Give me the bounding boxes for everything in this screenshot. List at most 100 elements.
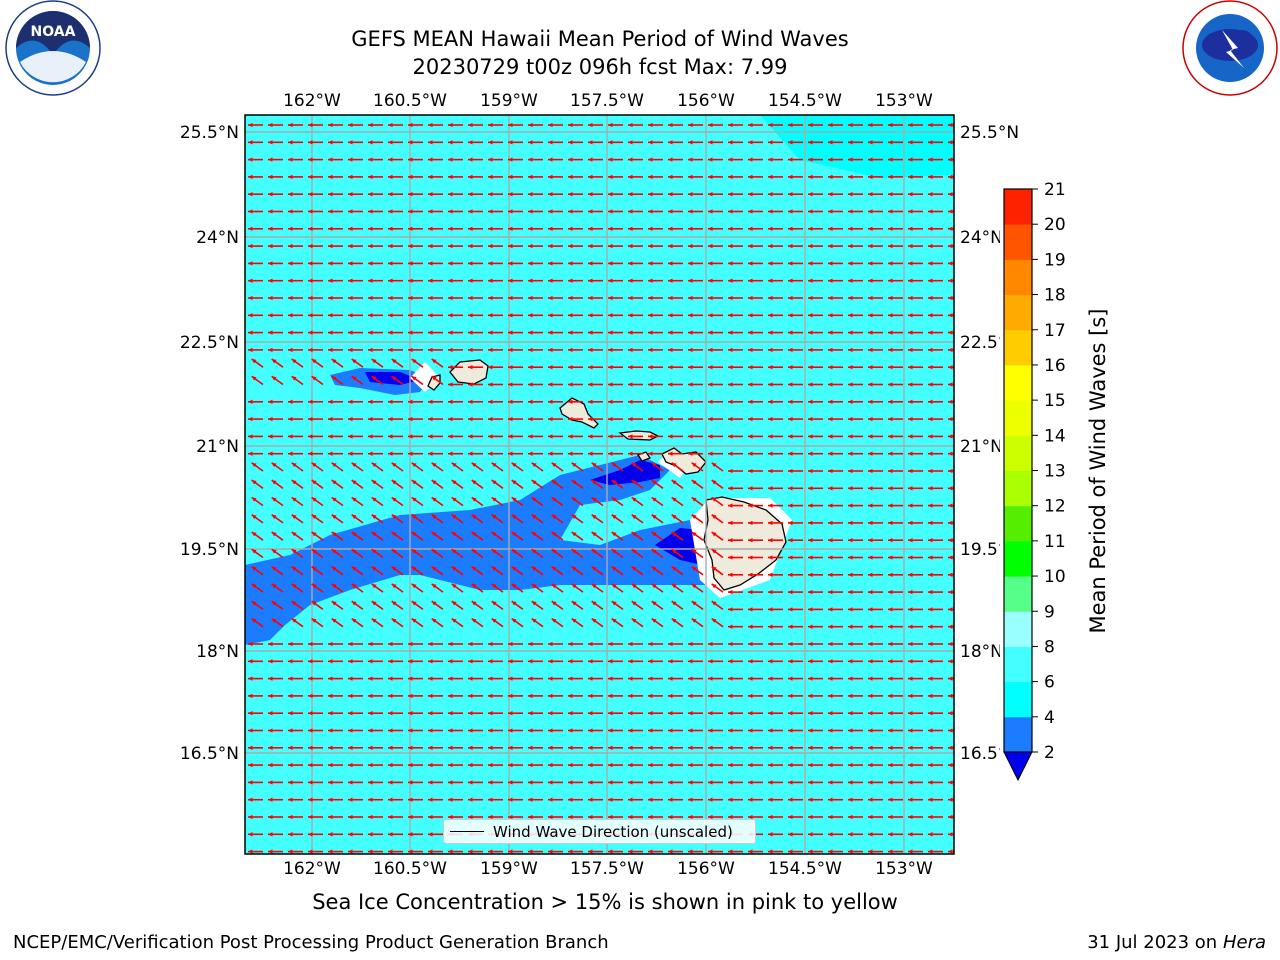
wind-direction-arrows [248, 122, 954, 854]
island-niihau [427, 374, 441, 391]
wind-arrow-head [671, 583, 677, 589]
wind-arrow-head [371, 583, 377, 589]
wind-arrow-head [948, 762, 953, 768]
wind-arrow-head [548, 676, 553, 681]
wind-arrow-head [728, 849, 733, 854]
wind-arrow-head [248, 434, 253, 439]
wind-arrow-head [368, 261, 373, 266]
wind-arrow-head [548, 313, 553, 318]
wind-arrow-head [468, 347, 473, 353]
wind-arrow-head [448, 641, 453, 647]
wind-arrow-head [371, 462, 377, 468]
wind-arrow-head [448, 122, 453, 128]
wind-arrow-head [251, 358, 257, 364]
wind-arrow-head [268, 814, 273, 820]
wind-arrow-head [488, 278, 493, 283]
wind-arrow-head [708, 261, 713, 266]
wind-arrow-head [808, 780, 813, 785]
wind-arrow-head [328, 797, 333, 802]
wind-arrow-head [391, 531, 397, 537]
wind-arrow-head [488, 226, 493, 231]
wind-arrow-head [628, 330, 633, 335]
wind-arrow-head [388, 416, 393, 422]
wind-arrow-head [308, 797, 313, 802]
wind-arrow-head [888, 572, 893, 577]
wind-arrow-head [748, 572, 753, 577]
wind-arrow-head [251, 549, 257, 554]
wind-arrow-head [431, 358, 437, 364]
wind-arrow-head [728, 762, 733, 768]
wind-arrow-head [611, 462, 617, 468]
wind-arrow-head [928, 676, 933, 681]
wind-arrow-head [568, 797, 573, 802]
wind-arrow-head [368, 295, 373, 301]
wind-arrow-head [371, 531, 377, 537]
wind-arrow-head [268, 261, 273, 266]
wind-arrow-head [788, 451, 793, 456]
colorbar-segment [1004, 364, 1032, 401]
wind-arrow-head [271, 480, 277, 485]
wind-arrow-head [368, 226, 373, 231]
wind-arrow-head [651, 583, 657, 589]
wind-arrow-head [331, 583, 337, 589]
wind-arrow-head [908, 399, 913, 404]
wind-arrow-head [848, 365, 853, 370]
wind-arrow-head [888, 762, 893, 768]
wind-arrow-head [268, 174, 273, 180]
wind-arrow-head [708, 382, 713, 387]
wind-arrow-head [248, 330, 253, 335]
wind-arrow-head [728, 382, 733, 387]
wind-arrow-head [468, 416, 473, 422]
wind-arrow-head [668, 728, 673, 733]
wind-arrow-head [371, 514, 377, 520]
wind-arrow-head [268, 641, 273, 647]
wind-arrow-head [568, 347, 573, 353]
wind-arrow-head [551, 549, 557, 554]
wind-arrow-head [588, 780, 593, 785]
wind-arrow-head [428, 174, 433, 180]
wind-arrow-head [448, 295, 453, 301]
wind-arrow-head [768, 624, 773, 629]
wind-arrow-head [848, 693, 853, 699]
wind-arrow-head [328, 451, 333, 456]
wind-arrow-head [348, 157, 353, 162]
wind-arrow-head [591, 462, 597, 468]
wind-arrow-head [591, 497, 597, 502]
wind-arrow-head [948, 313, 953, 318]
wind-arrow-head [728, 520, 733, 526]
wind-arrow-head [588, 728, 593, 733]
wind-arrow-head [348, 434, 353, 439]
wind-arrow-head [468, 728, 473, 733]
wind-arrow-head [328, 157, 333, 162]
wind-arrow-head [888, 174, 893, 180]
wind-arrow-head [428, 728, 433, 733]
wind-arrow-head [628, 659, 633, 664]
wind-arrow-head [668, 399, 673, 404]
wind-arrow-head [388, 780, 393, 785]
colorbar-segment [1004, 646, 1032, 683]
wind-arrow-head [828, 728, 833, 733]
wind-arrow-head [788, 347, 793, 353]
wind-arrow-head [351, 514, 357, 520]
lat-label-left: 19.5°N [180, 540, 239, 560]
wind-arrow-head [768, 468, 773, 474]
wind-arrow-head [908, 849, 913, 854]
wind-arrow-head [868, 261, 873, 266]
wind-arrow-head [848, 555, 853, 560]
wind-arrow-head [748, 416, 753, 422]
wind-arrow-head [908, 538, 913, 543]
wind-arrow-head [508, 711, 513, 716]
wind-arrow-head [408, 451, 413, 456]
wind-arrow-head [511, 601, 517, 606]
wind-arrow-head [668, 711, 673, 716]
wind-arrow-head [828, 192, 833, 197]
wind-arrow-head [368, 347, 373, 353]
wind-arrow-head [288, 347, 293, 353]
wind-arrow-head [868, 589, 873, 595]
wind-arrow-head [628, 711, 633, 716]
wind-arrow-head [471, 531, 477, 537]
wind-arrow-head [408, 330, 413, 335]
wind-arrow-head [828, 157, 833, 162]
wind-arrow-head [468, 278, 473, 283]
wind-arrow-head [388, 295, 393, 301]
